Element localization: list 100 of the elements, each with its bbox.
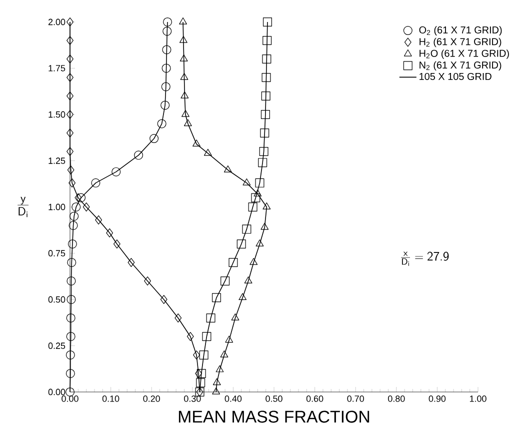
point [70,212,79,221]
point [66,313,76,322]
point [199,350,208,360]
point [128,258,135,267]
point [212,387,220,394]
point [262,72,271,82]
point [244,276,252,284]
point [196,368,206,378]
point [66,72,74,82]
point [236,239,246,248]
y-tick-label: 2.00 [48,18,66,26]
point [238,293,247,300]
x-tick-label: 0.30 [184,396,201,402]
y-tick-label: 0.75 [48,250,66,256]
point [251,193,260,202]
point [262,17,272,26]
point [150,134,159,144]
point [220,276,230,286]
point [112,167,121,176]
point [220,350,228,358]
point [157,119,166,128]
point [195,368,202,378]
point [179,36,188,43]
point [259,146,268,156]
x-tick-label: 1.00 [470,396,486,402]
point [242,224,252,234]
point [66,36,74,45]
point [212,378,221,386]
x-tick-label: 0.00 [62,396,78,402]
point [72,202,81,212]
point [144,276,151,286]
point [196,378,206,388]
point [66,350,75,360]
legend-label: H$_{2}$O (61 X 71 GRID) [420,50,509,59]
legend-label: H$_{2}$ (61 X 71 GRID) [420,38,502,48]
point [161,82,170,92]
point [258,158,268,168]
point [68,178,76,188]
point [256,239,264,246]
y-tick-label: 0.00 [48,388,66,396]
point [66,17,74,26]
point [242,178,251,186]
point [206,313,216,322]
point [204,148,212,156]
point [261,91,270,100]
point [254,190,262,196]
y-tick-label: 1.00 [48,204,66,210]
point [262,202,271,210]
point [66,368,75,378]
point [134,150,144,160]
point [163,17,172,26]
x-tick-label: 0.80 [388,396,405,402]
point [182,110,190,117]
point [67,165,74,174]
point [255,178,264,188]
point [228,258,238,267]
point [162,26,172,36]
point [250,258,258,265]
x-tick-label: 0.70 [347,396,364,402]
point [66,110,74,119]
x-tick-label: 0.40 [224,396,242,402]
point [192,140,200,146]
x-tick-label: 0.10 [102,396,120,402]
y-axis-title: $\frac{\mathsf{y}}{\mathsf{D}_{\mathsf{i}}}$ [18,196,29,218]
point [67,258,76,267]
x-tick-label: 0.60 [306,396,324,402]
point [262,36,272,45]
point [193,350,200,360]
point [106,228,114,238]
point [212,293,221,302]
point [262,54,272,64]
point [66,276,76,286]
point [74,193,82,202]
point [66,146,74,156]
point [66,128,74,138]
point [260,110,270,119]
point [174,313,182,322]
point [66,91,74,100]
point [224,165,232,172]
point [248,202,258,212]
point [113,239,120,248]
legend-label: N$_{2}$ (61 X 71 GRID) [420,61,502,71]
point [216,365,224,372]
point [202,332,212,341]
point [231,313,240,320]
y-tick-label: 0.50 [48,296,66,303]
x-axis-title: MEAN MASS FRACTION [178,410,370,423]
point [91,178,100,188]
y-tick-label: 1.50 [48,111,66,118]
point [260,222,269,230]
point [180,91,189,98]
point [160,100,170,110]
point [162,45,172,54]
point [260,128,270,138]
point [180,72,188,80]
point [66,332,76,341]
y-tick-label: 0.25 [48,342,66,349]
point [162,64,171,73]
x-tick-label: 0.90 [428,396,446,402]
point [179,17,187,24]
